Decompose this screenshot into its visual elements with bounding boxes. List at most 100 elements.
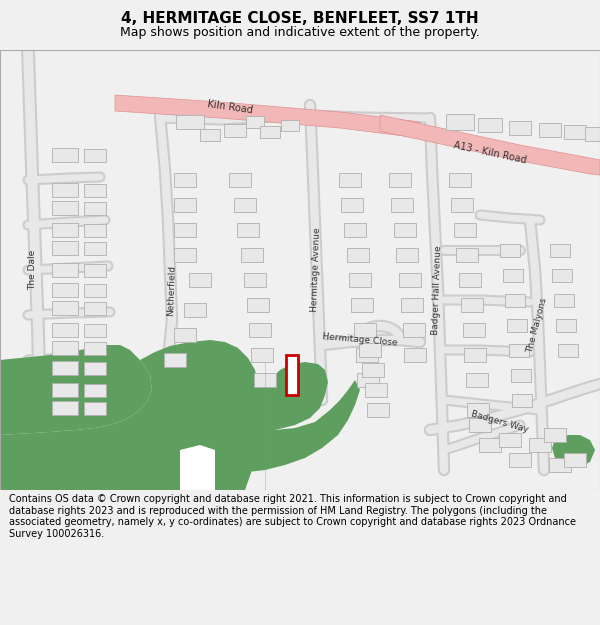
Polygon shape <box>478 118 502 132</box>
Polygon shape <box>500 244 520 256</box>
Polygon shape <box>176 115 204 129</box>
Polygon shape <box>184 303 206 317</box>
Polygon shape <box>351 298 373 312</box>
Text: Hermitage Avenue: Hermitage Avenue <box>310 228 322 312</box>
Polygon shape <box>463 323 485 337</box>
Polygon shape <box>84 149 106 161</box>
Polygon shape <box>394 223 416 237</box>
Polygon shape <box>234 198 256 212</box>
Polygon shape <box>0 345 152 435</box>
Polygon shape <box>84 324 106 336</box>
Polygon shape <box>507 319 527 331</box>
Polygon shape <box>391 198 413 212</box>
Polygon shape <box>0 340 262 490</box>
Polygon shape <box>52 341 78 355</box>
Polygon shape <box>356 348 378 362</box>
Polygon shape <box>52 263 78 277</box>
Text: Kiln Road: Kiln Road <box>206 99 253 115</box>
Text: Hermitage Close: Hermitage Close <box>322 332 398 348</box>
Polygon shape <box>403 323 425 337</box>
Polygon shape <box>459 273 481 287</box>
Polygon shape <box>52 323 78 337</box>
Polygon shape <box>237 223 259 237</box>
Polygon shape <box>341 198 363 212</box>
Polygon shape <box>255 362 328 430</box>
Polygon shape <box>404 348 426 362</box>
Polygon shape <box>344 223 366 237</box>
Polygon shape <box>84 301 106 314</box>
Polygon shape <box>529 438 551 452</box>
Polygon shape <box>52 148 78 162</box>
Polygon shape <box>347 248 369 262</box>
Polygon shape <box>241 248 263 262</box>
Polygon shape <box>229 173 251 187</box>
Polygon shape <box>189 273 211 287</box>
Polygon shape <box>339 173 361 187</box>
Polygon shape <box>244 273 266 287</box>
Polygon shape <box>52 301 78 315</box>
Polygon shape <box>509 344 529 356</box>
Polygon shape <box>396 248 418 262</box>
Polygon shape <box>174 223 196 237</box>
Polygon shape <box>456 248 478 262</box>
Polygon shape <box>52 383 78 397</box>
Text: Map shows position and indicative extent of the property.: Map shows position and indicative extent… <box>120 26 480 39</box>
Polygon shape <box>260 126 280 138</box>
Polygon shape <box>84 264 106 276</box>
Polygon shape <box>84 384 106 396</box>
Text: Contains OS data © Crown copyright and database right 2021. This information is : Contains OS data © Crown copyright and d… <box>9 494 576 539</box>
Polygon shape <box>224 124 246 136</box>
Polygon shape <box>554 294 574 306</box>
Polygon shape <box>380 115 600 175</box>
Polygon shape <box>52 401 78 415</box>
Polygon shape <box>461 298 483 312</box>
Text: Badgers Way: Badgers Way <box>470 409 530 434</box>
Polygon shape <box>84 401 106 414</box>
Polygon shape <box>512 394 532 406</box>
Polygon shape <box>52 223 78 237</box>
Text: 4, HERMITAGE CLOSE, BENFLEET, SS7 1TH: 4, HERMITAGE CLOSE, BENFLEET, SS7 1TH <box>121 11 479 26</box>
Polygon shape <box>174 173 196 187</box>
Polygon shape <box>84 224 106 236</box>
Polygon shape <box>399 273 421 287</box>
Polygon shape <box>446 114 474 130</box>
Polygon shape <box>354 323 376 337</box>
Text: Badger Hall Avenue: Badger Hall Avenue <box>431 245 443 335</box>
Polygon shape <box>499 433 521 447</box>
Polygon shape <box>174 198 196 212</box>
Polygon shape <box>365 383 387 397</box>
Polygon shape <box>389 173 411 187</box>
Polygon shape <box>52 183 78 197</box>
Polygon shape <box>357 373 379 387</box>
Polygon shape <box>466 373 488 387</box>
Polygon shape <box>451 198 473 212</box>
Polygon shape <box>509 121 531 135</box>
Polygon shape <box>246 116 264 128</box>
Polygon shape <box>359 343 381 357</box>
Polygon shape <box>549 458 571 472</box>
Polygon shape <box>52 201 78 215</box>
Polygon shape <box>367 403 389 417</box>
Polygon shape <box>449 173 471 187</box>
Polygon shape <box>84 184 106 196</box>
Polygon shape <box>564 125 586 139</box>
Polygon shape <box>539 123 561 137</box>
Polygon shape <box>84 284 106 296</box>
Polygon shape <box>249 323 271 337</box>
Polygon shape <box>84 201 106 214</box>
Polygon shape <box>454 223 476 237</box>
Polygon shape <box>469 418 491 432</box>
Polygon shape <box>180 380 360 490</box>
Polygon shape <box>467 403 489 417</box>
Polygon shape <box>52 283 78 297</box>
Polygon shape <box>174 328 196 342</box>
Polygon shape <box>349 273 371 287</box>
Polygon shape <box>479 438 501 452</box>
Polygon shape <box>401 298 423 312</box>
Polygon shape <box>585 127 600 141</box>
Polygon shape <box>503 269 523 281</box>
Polygon shape <box>251 348 273 362</box>
Polygon shape <box>52 241 78 255</box>
Polygon shape <box>254 373 276 387</box>
Polygon shape <box>286 355 298 395</box>
